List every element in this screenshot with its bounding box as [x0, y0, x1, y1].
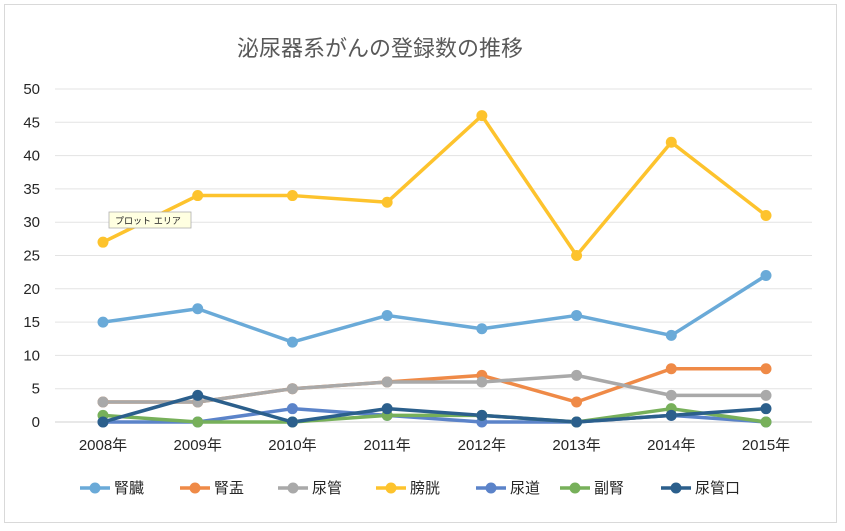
- data-point[interactable]: [286, 336, 298, 348]
- data-point[interactable]: [476, 376, 488, 388]
- data-point[interactable]: [760, 269, 772, 281]
- data-point[interactable]: [665, 363, 677, 375]
- data-point[interactable]: [760, 389, 772, 401]
- data-point[interactable]: [381, 376, 393, 388]
- data-point[interactable]: [286, 416, 298, 428]
- legend-item-4[interactable]: 膀胱: [376, 479, 440, 497]
- y-tick-label: 25: [23, 248, 40, 265]
- plot-area-tooltip: プロット エリア: [108, 211, 192, 229]
- data-point[interactable]: [286, 383, 298, 395]
- data-point[interactable]: [286, 190, 298, 202]
- x-tick-label: 2013年: [552, 437, 600, 454]
- series-line-7[interactable]: [101, 393, 768, 424]
- data-point[interactable]: [97, 396, 109, 408]
- legend-item-7[interactable]: 尿管口: [661, 479, 740, 497]
- data-point[interactable]: [192, 303, 204, 315]
- y-tick-label: 10: [23, 347, 40, 364]
- y-tick-label: 15: [23, 314, 40, 331]
- data-point[interactable]: [476, 323, 488, 335]
- data-point[interactable]: [760, 363, 772, 375]
- data-point[interactable]: [192, 389, 204, 401]
- legend-label: 尿管口: [695, 479, 740, 497]
- x-axis: 2008年 2009年 2010年 2011年 2012年 2013年 2014年 2015年: [79, 437, 790, 454]
- x-tick-label: 2010年: [268, 437, 316, 454]
- data-point[interactable]: [476, 110, 488, 122]
- y-tick-label: 45: [23, 114, 40, 131]
- legend-marker: [89, 482, 101, 494]
- series-line-4[interactable]: [101, 113, 768, 258]
- x-tick-label: 2012年: [458, 437, 506, 454]
- chart-title: 泌尿器系がんの登録数の推移: [237, 37, 523, 62]
- legend-item-1[interactable]: 腎臓: [80, 479, 144, 497]
- data-point[interactable]: [571, 369, 583, 381]
- chart-frame: [4, 4, 837, 523]
- data-point[interactable]: [476, 409, 488, 421]
- legend-item-3[interactable]: 尿管: [278, 479, 342, 497]
- series-points: [97, 110, 772, 428]
- y-tick-label: 0: [32, 414, 40, 431]
- tooltip-text: プロット エリア: [115, 216, 181, 227]
- x-tick-label: 2011年: [364, 437, 411, 454]
- data-point[interactable]: [760, 403, 772, 415]
- legend-marker: [485, 482, 497, 494]
- data-point[interactable]: [381, 309, 393, 321]
- data-point[interactable]: [665, 136, 677, 148]
- x-tick-label: 2015年: [742, 437, 790, 454]
- y-tick-label: 20: [23, 281, 40, 298]
- legend-marker: [670, 482, 682, 494]
- data-point[interactable]: [571, 416, 583, 428]
- data-point[interactable]: [665, 389, 677, 401]
- legend-label: 尿道: [510, 479, 540, 497]
- y-axis: 0 5 10 15 20 25 30 35 40 45 50: [23, 81, 40, 431]
- data-point[interactable]: [286, 403, 298, 415]
- data-point[interactable]: [97, 236, 109, 248]
- data-point[interactable]: [760, 210, 772, 222]
- data-point[interactable]: [192, 190, 204, 202]
- gridlines: [55, 88, 812, 423]
- legend-label: 腎盂: [214, 479, 244, 497]
- data-point[interactable]: [665, 409, 677, 421]
- legend-label: 膀胱: [410, 479, 440, 497]
- legend-label: 腎臓: [114, 479, 144, 497]
- series-line-6[interactable]: [101, 406, 768, 424]
- legend: 腎臓 腎盂 尿管 膀胱 尿道 副腎 尿管口: [80, 479, 740, 497]
- series-line-1[interactable]: [101, 273, 768, 344]
- legend-item-6[interactable]: 副腎: [560, 479, 624, 497]
- y-tick-label: 35: [23, 181, 40, 198]
- x-tick-label: 2008年: [79, 437, 127, 454]
- legend-item-2[interactable]: 腎盂: [180, 479, 244, 497]
- y-tick-label: 50: [23, 81, 40, 98]
- y-tick-label: 5: [32, 381, 40, 398]
- x-tick-label: 2014年: [647, 437, 695, 454]
- data-point[interactable]: [760, 416, 772, 428]
- data-point[interactable]: [381, 403, 393, 415]
- y-tick-label: 30: [23, 214, 40, 231]
- y-tick-label: 40: [23, 148, 40, 165]
- data-point[interactable]: [381, 196, 393, 208]
- data-point[interactable]: [571, 309, 583, 321]
- series-lines: [101, 113, 768, 424]
- legend-marker: [189, 482, 201, 494]
- legend-label: 尿管: [312, 479, 342, 497]
- legend-marker: [569, 482, 581, 494]
- x-tick-label: 2009年: [174, 437, 222, 454]
- data-point[interactable]: [571, 396, 583, 408]
- data-point[interactable]: [665, 329, 677, 341]
- data-point[interactable]: [571, 250, 583, 261]
- data-point[interactable]: [192, 416, 204, 428]
- legend-marker: [287, 482, 299, 494]
- legend-label: 副腎: [594, 479, 624, 497]
- legend-marker: [385, 482, 397, 494]
- data-point[interactable]: [97, 416, 109, 428]
- legend-item-5[interactable]: 尿道: [476, 479, 540, 497]
- data-point[interactable]: [97, 316, 109, 328]
